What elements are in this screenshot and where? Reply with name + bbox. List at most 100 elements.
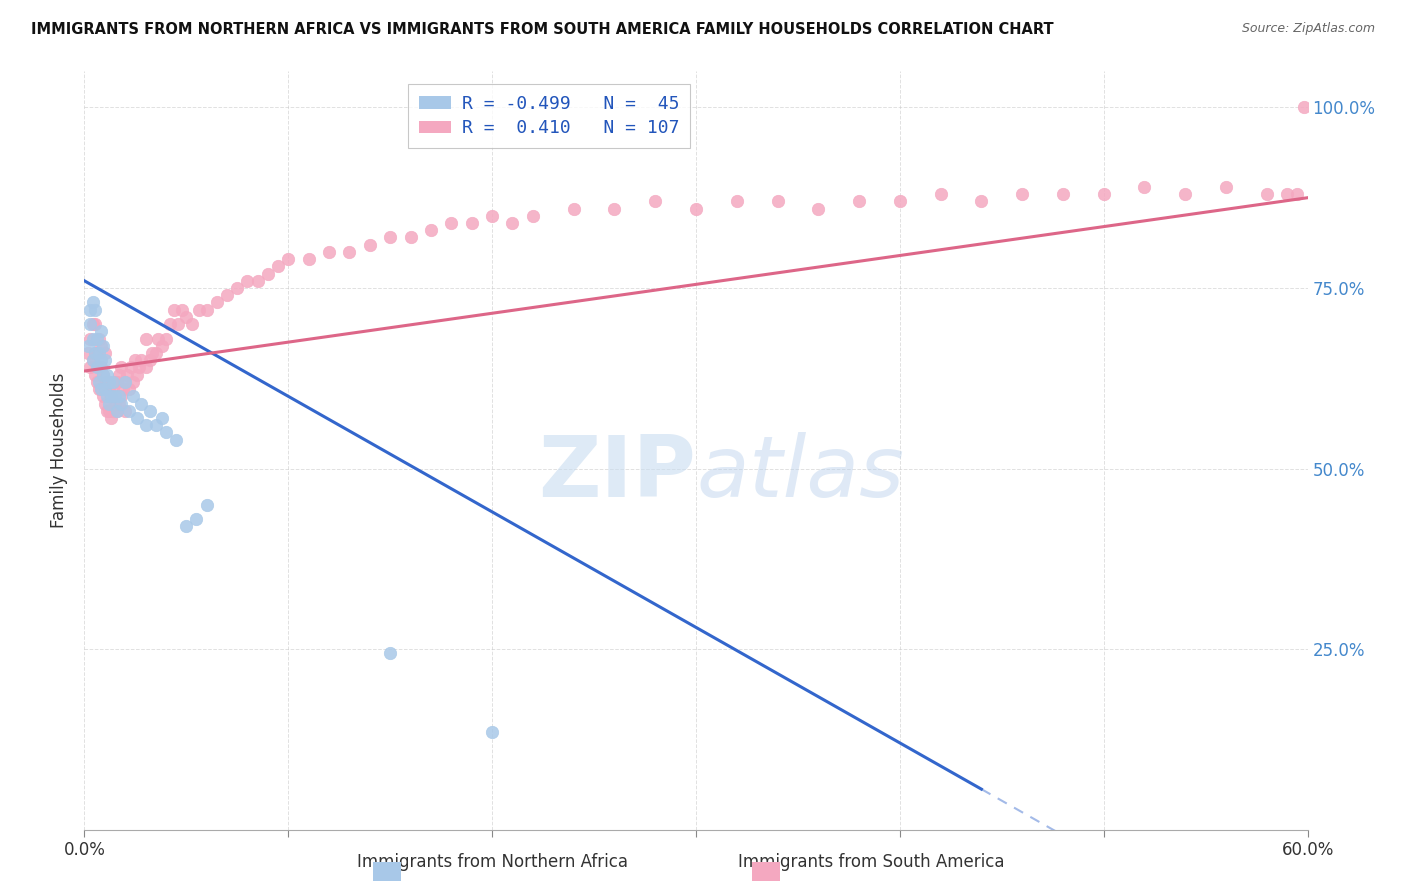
- Point: [77, 346, 100, 360]
- Point: [1292, 100, 1315, 114]
- Point: [79, 302, 101, 317]
- Point: [1052, 187, 1074, 202]
- Point: [108, 389, 131, 403]
- Point: [82, 295, 104, 310]
- Point: [91, 389, 114, 403]
- Point: [101, 375, 124, 389]
- Point: [172, 302, 194, 317]
- Point: [110, 396, 132, 410]
- Point: [87, 346, 110, 360]
- Point: [380, 646, 402, 660]
- Point: [339, 244, 361, 259]
- Point: [174, 519, 197, 533]
- Point: [104, 396, 127, 410]
- Point: [114, 375, 136, 389]
- Point: [267, 260, 290, 274]
- Point: [318, 244, 340, 259]
- Point: [145, 418, 167, 433]
- Point: [889, 194, 911, 209]
- Point: [96, 368, 118, 382]
- Point: [246, 274, 269, 288]
- Point: [93, 353, 115, 368]
- Point: [110, 360, 132, 375]
- Point: [87, 332, 110, 346]
- Point: [766, 194, 789, 209]
- Point: [186, 512, 208, 526]
- Point: [970, 194, 993, 209]
- Point: [77, 339, 100, 353]
- Point: [91, 368, 114, 382]
- Point: [226, 281, 249, 295]
- Point: [90, 360, 112, 375]
- Point: [118, 382, 141, 396]
- Point: [105, 403, 128, 417]
- Text: Immigrants from Northern Africa: Immigrants from Northern Africa: [357, 853, 627, 871]
- Point: [105, 403, 128, 417]
- Point: [1011, 187, 1033, 202]
- Point: [83, 317, 105, 331]
- Point: [108, 396, 131, 410]
- Point: [101, 382, 124, 396]
- Point: [205, 295, 228, 310]
- Point: [174, 310, 197, 324]
- Point: [150, 339, 173, 353]
- Point: [114, 403, 136, 417]
- Point: [97, 375, 120, 389]
- Point: [236, 274, 259, 288]
- Point: [90, 382, 112, 396]
- Text: atlas: atlas: [696, 432, 904, 515]
- Text: ZIP: ZIP: [538, 432, 696, 515]
- Point: [562, 202, 585, 216]
- Point: [90, 339, 112, 353]
- Point: [100, 389, 122, 403]
- Point: [86, 360, 108, 375]
- Point: [86, 375, 108, 389]
- Point: [127, 411, 149, 425]
- Point: [146, 332, 169, 346]
- Point: [100, 389, 122, 403]
- Point: [135, 332, 157, 346]
- Point: [110, 389, 132, 403]
- Point: [141, 346, 163, 360]
- Point: [159, 317, 181, 331]
- Point: [929, 187, 952, 202]
- Point: [91, 339, 114, 353]
- Point: [114, 375, 136, 389]
- Point: [150, 411, 173, 425]
- Point: [217, 288, 239, 302]
- Point: [1174, 187, 1197, 202]
- Point: [461, 216, 484, 230]
- Point: [522, 209, 544, 223]
- Point: [82, 317, 104, 331]
- Point: [93, 375, 115, 389]
- Text: Source: ZipAtlas.com: Source: ZipAtlas.com: [1241, 22, 1375, 36]
- Point: [181, 317, 204, 331]
- Point: [145, 346, 167, 360]
- Point: [138, 403, 160, 417]
- Point: [122, 375, 145, 389]
- Point: [481, 725, 503, 739]
- Point: [93, 382, 115, 396]
- Point: [277, 252, 299, 266]
- Point: [118, 403, 141, 417]
- Point: [128, 360, 150, 375]
- Point: [96, 375, 118, 389]
- Point: [90, 324, 112, 338]
- Point: [97, 403, 120, 417]
- Text: Immigrants from South America: Immigrants from South America: [738, 853, 1005, 871]
- Point: [101, 403, 124, 417]
- Point: [1277, 187, 1299, 202]
- Point: [481, 209, 503, 223]
- Point: [96, 403, 118, 417]
- Point: [83, 346, 105, 360]
- Point: [1256, 187, 1278, 202]
- Point: [79, 332, 101, 346]
- Point: [195, 302, 218, 317]
- Point: [131, 353, 153, 368]
- Point: [165, 433, 187, 447]
- Point: [1215, 180, 1237, 194]
- Point: [1133, 180, 1156, 194]
- Point: [91, 368, 114, 382]
- Point: [1092, 187, 1115, 202]
- Point: [685, 202, 707, 216]
